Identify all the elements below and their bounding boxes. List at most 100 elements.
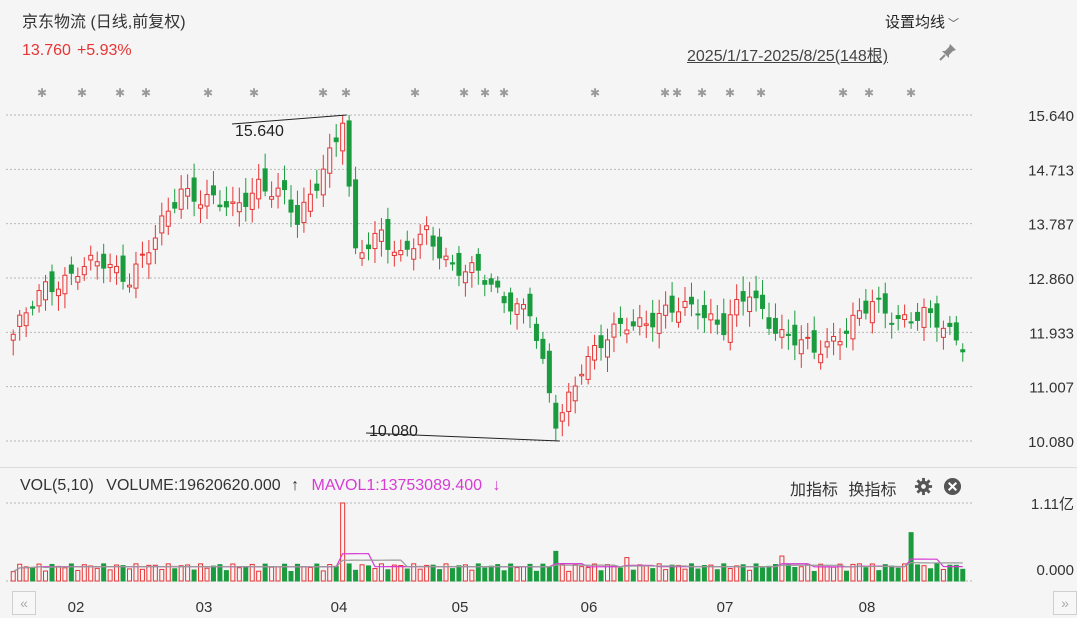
- volume-bar: [294, 563, 300, 582]
- event-marker-icon: ✱: [141, 86, 151, 100]
- extreme-annotations: 15.640 10.080: [231, 114, 560, 442]
- candle-body: [49, 271, 55, 293]
- candle-body: [760, 294, 766, 309]
- candle-body: [94, 261, 100, 267]
- double-chevron-right-icon[interactable]: »: [1053, 591, 1077, 615]
- candle-body: [908, 321, 914, 324]
- volume-bar: [604, 564, 611, 582]
- candle-body: [378, 229, 384, 242]
- candle-body: [598, 335, 604, 349]
- volume-bar: [243, 566, 249, 582]
- volume-bar: [469, 569, 475, 582]
- volume-bar: [727, 568, 733, 582]
- candle-body: [779, 329, 785, 338]
- volume-bar: [947, 564, 953, 582]
- volume-bar: [953, 564, 959, 582]
- candle-body: [805, 336, 811, 339]
- volume-bar: [275, 566, 281, 582]
- volume-bar: [714, 569, 720, 582]
- volume-bar: [320, 570, 326, 582]
- x-tick-label: 03: [196, 599, 213, 616]
- candle-body: [721, 313, 727, 336]
- candle-body: [669, 295, 675, 313]
- candle-body: [249, 192, 255, 210]
- candle-body: [236, 202, 242, 213]
- candle-body: [30, 306, 36, 309]
- volume-bar: [676, 564, 682, 582]
- candle-body: [385, 219, 391, 250]
- candle-body: [55, 288, 61, 297]
- x-tick-label: 05: [452, 599, 469, 616]
- volume-bar: [843, 570, 850, 582]
- volume-bar: [49, 563, 55, 582]
- candle-body: [294, 205, 300, 225]
- volume-bar: [682, 568, 688, 582]
- volume-bar: [818, 563, 824, 582]
- volume-bar: [869, 563, 875, 582]
- volume-bar: [391, 564, 397, 582]
- volume-bar: [17, 563, 23, 582]
- volume-bar: [592, 563, 598, 582]
- candle-body: [262, 168, 268, 192]
- y-tick-label: 13.787: [1028, 217, 1074, 234]
- set-moving-average-button[interactable]: 设置均线 ﹀: [885, 11, 959, 32]
- candle-body: [75, 275, 81, 283]
- volume-bar: [734, 565, 740, 582]
- volume-bar: [62, 567, 68, 582]
- event-marker-icon: ✱: [660, 86, 670, 100]
- volume-bar: [921, 565, 927, 582]
- candle-body: [811, 330, 817, 353]
- candle-body: [430, 235, 436, 247]
- date-range-link[interactable]: 2025/1/17-2025/8/25(148根): [687, 48, 889, 65]
- change-percent: +5.93%: [76, 42, 132, 59]
- volume-bar: [475, 563, 481, 582]
- low-pointer: [365, 432, 560, 442]
- candle-body: [404, 240, 410, 250]
- volume-bar: [824, 566, 830, 582]
- volume-bar: [411, 563, 417, 582]
- candle-body: [624, 329, 630, 335]
- candle-body: [269, 196, 275, 200]
- gear-icon[interactable]: [914, 477, 933, 496]
- candle-body: [766, 317, 772, 329]
- event-marker-icon: ✱: [410, 86, 420, 100]
- add-indicator-button[interactable]: 加指标: [790, 482, 839, 499]
- high-pointer: [231, 114, 347, 125]
- low-annotation: 10.080: [369, 423, 418, 440]
- candle-body: [275, 187, 281, 197]
- candle-body: [469, 262, 475, 274]
- volume-bar: [30, 566, 36, 582]
- candle-body: [882, 293, 888, 314]
- candle-body: [663, 304, 669, 316]
- candle-body: [792, 324, 798, 346]
- volume-bar: [172, 568, 178, 582]
- volume-bar: [572, 563, 578, 582]
- volume-bar: [126, 568, 133, 582]
- switch-indicator-button[interactable]: 换指标: [848, 482, 897, 499]
- volume-bar: [488, 565, 494, 582]
- candle-body: [869, 301, 875, 324]
- volume-bar: [630, 569, 636, 582]
- volume-bar: [378, 563, 384, 582]
- volume-bar: [521, 566, 527, 582]
- pin-icon[interactable]: [938, 42, 958, 62]
- event-marker-icon: ✱: [725, 86, 735, 100]
- candle-body: [282, 180, 288, 191]
- candle-body: [191, 177, 197, 202]
- candle-body: [572, 385, 578, 402]
- candle-body: [785, 333, 791, 336]
- candle-body: [107, 263, 113, 268]
- candle-body: [902, 314, 908, 321]
- volume-bar: [43, 570, 49, 582]
- indicator-tools: 加指标 换指标: [790, 476, 902, 500]
- volume-bar: [178, 565, 184, 582]
- candle-body: [320, 168, 326, 196]
- volume-bar: [23, 566, 29, 582]
- double-chevron-left-icon[interactable]: «: [12, 591, 36, 615]
- volume-bar: [798, 566, 804, 582]
- close-icon[interactable]: [943, 477, 962, 496]
- event-marker-icon: ✱: [480, 86, 490, 100]
- volume-bar: [114, 564, 120, 582]
- high-annotation: 15.640: [235, 123, 284, 140]
